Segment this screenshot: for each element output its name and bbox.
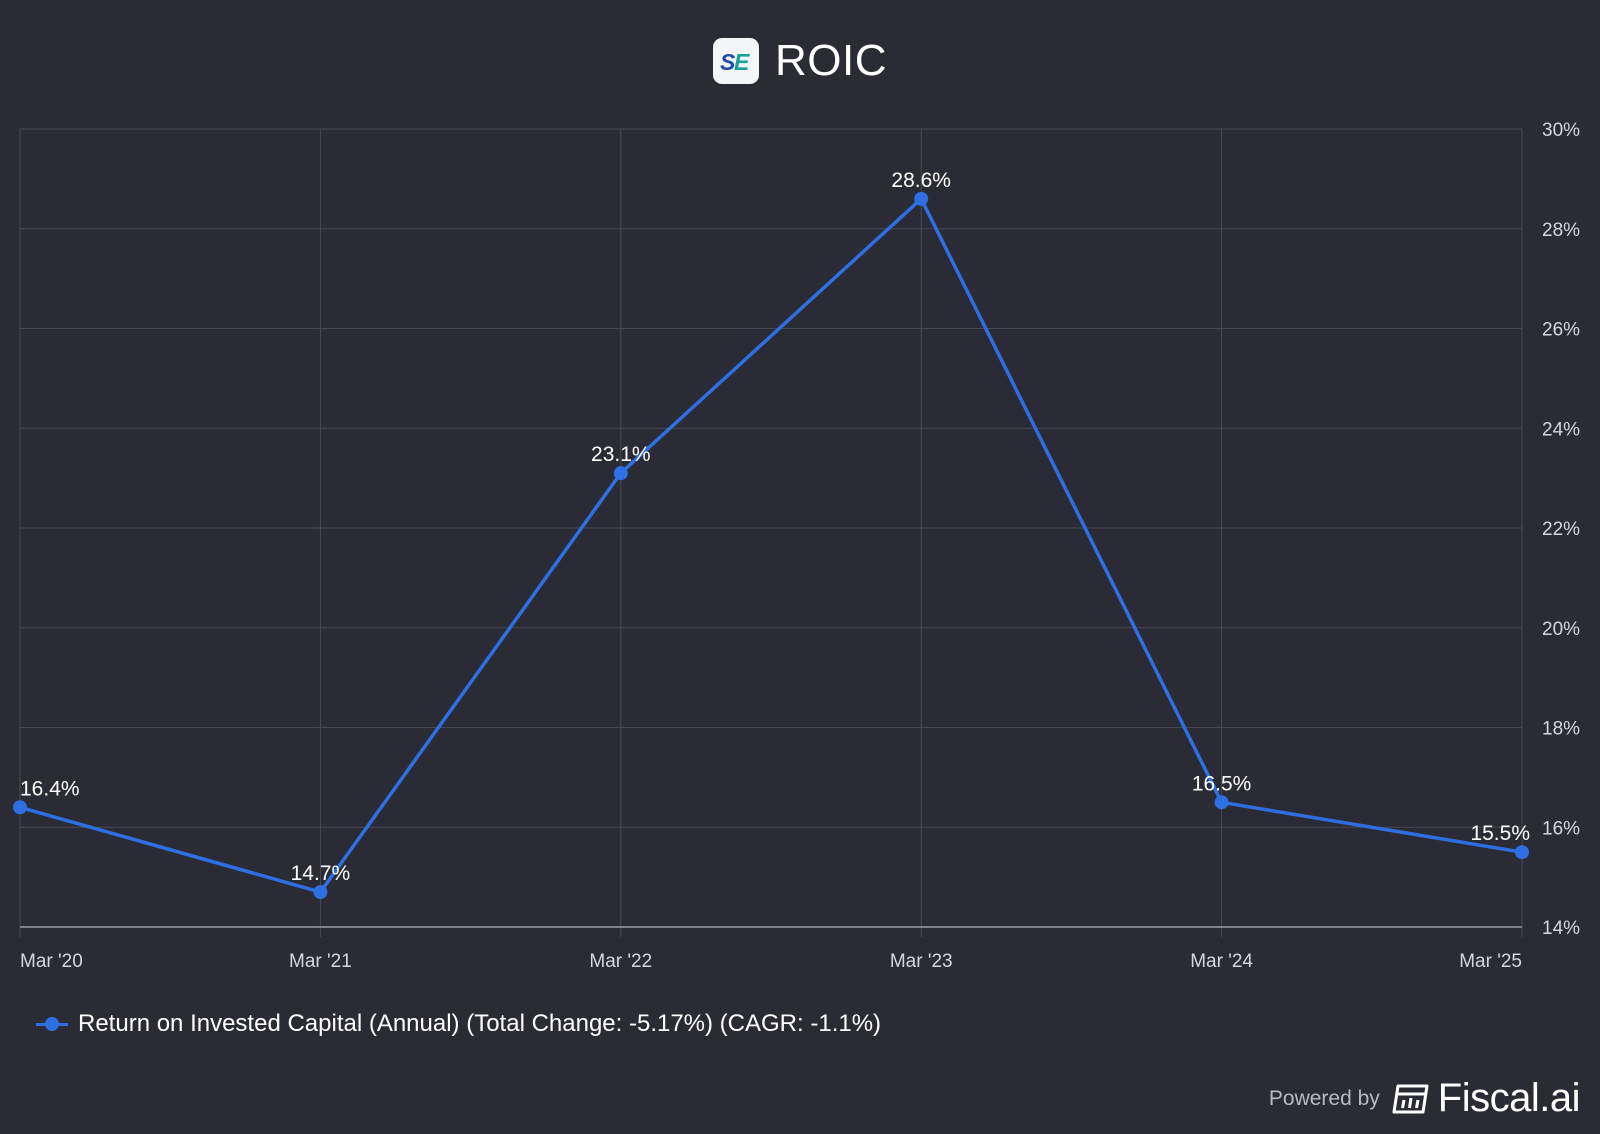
x-tick-label: Mar '23	[890, 951, 953, 972]
y-tick-label: 22%	[1542, 519, 1580, 540]
fiscal-brand-name: Fiscal.ai	[1437, 1076, 1581, 1120]
data-point[interactable]	[914, 191, 929, 206]
data-label: 16.5%	[1192, 772, 1252, 795]
fiscal-logo-icon	[1392, 1084, 1429, 1113]
y-tick-label: 18%	[1542, 719, 1580, 740]
chart-title: ROIC	[775, 36, 887, 85]
data-point[interactable]	[1515, 845, 1529, 860]
svg-text:S: S	[720, 49, 736, 74]
y-tick-label: 14%	[1542, 918, 1580, 939]
x-tick-label: Mar '25	[1459, 951, 1522, 972]
data-point[interactable]	[1214, 795, 1229, 810]
x-tick-label: Mar '21	[289, 951, 352, 972]
svg-text:E: E	[734, 49, 750, 74]
x-tick-label: Mar '22	[589, 951, 652, 972]
data-label: 14.7%	[291, 862, 351, 885]
legend-label: Return on Invested Capital (Annual) (Tot…	[78, 1010, 882, 1037]
y-tick-label: 16%	[1542, 818, 1580, 839]
data-label: 23.1%	[591, 443, 651, 466]
powered-by-footer[interactable]: Powered by Fiscal.ai	[1268, 1076, 1581, 1121]
y-tick-label: 30%	[1542, 120, 1580, 141]
line-chart-plot: 14% 16% 18% 20% 22% 24% 26% 28% 30% Mar '20 Mar '2…	[13, 120, 1580, 972]
y-tick-label: 24%	[1542, 419, 1580, 440]
data-point[interactable]	[613, 466, 628, 481]
legend-marker-icon	[36, 1017, 68, 1031]
company-logo: S E	[713, 38, 759, 84]
chart-legend[interactable]: Return on Invested Capital (Annual) (Tot…	[36, 1010, 881, 1038]
data-label: 15.5%	[1470, 822, 1530, 845]
y-tick-label: 28%	[1542, 220, 1580, 241]
y-tick-label: 20%	[1542, 619, 1580, 640]
data-point[interactable]	[13, 800, 27, 815]
y-tick-label: 26%	[1542, 320, 1580, 341]
series-line	[18, 197, 1524, 894]
chart-header: S E ROIC	[0, 36, 1600, 86]
data-point[interactable]	[313, 885, 328, 900]
se-logo-icon: S E	[720, 49, 750, 74]
x-tick-label: Mar '24	[1190, 951, 1253, 972]
x-tick-label: Mar '20	[20, 951, 83, 972]
data-label: 28.6%	[891, 169, 951, 192]
powered-by-text: Powered by	[1268, 1086, 1380, 1110]
data-label: 16.4%	[20, 777, 80, 800]
